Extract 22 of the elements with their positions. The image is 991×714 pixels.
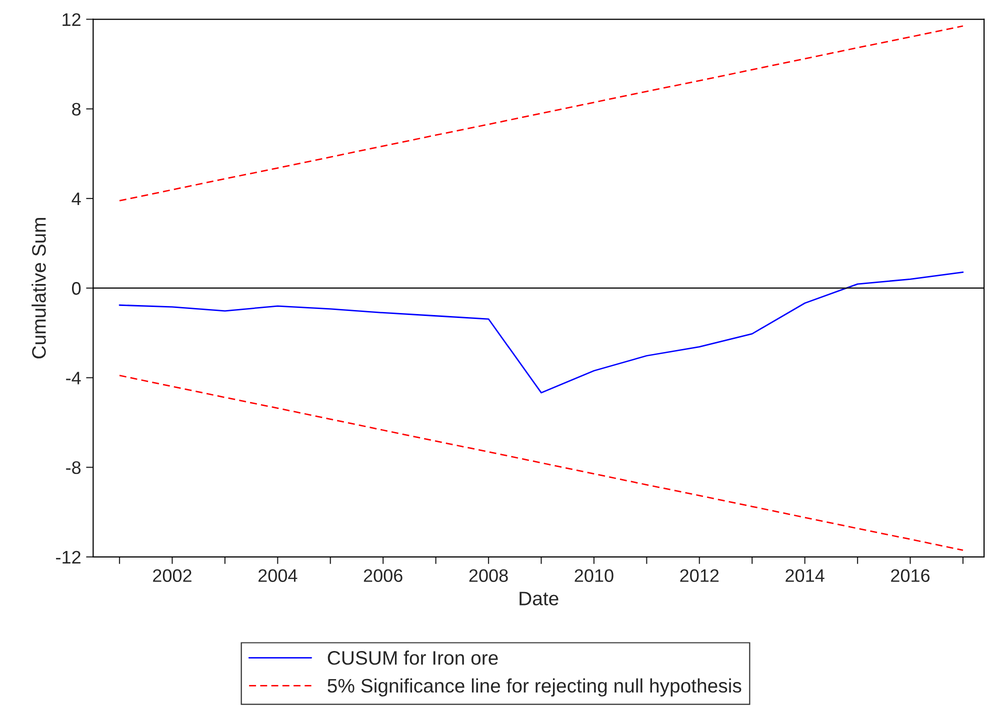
y-tick-label: 12: [62, 13, 80, 26]
x-tick-label: 2006: [364, 569, 402, 582]
x-axis-title: Date: [520, 592, 558, 606]
y-tick-label: 0: [72, 282, 81, 295]
x-tick-label: 2002: [153, 569, 192, 582]
y-tick-label: 8: [72, 102, 81, 116]
x-tick-label: 2004: [258, 569, 298, 582]
x-tick-label: 2008: [469, 569, 508, 582]
y-tick-label: -8: [66, 461, 81, 474]
line-series: [118, 272, 964, 394]
x-tick-label: 2014: [786, 569, 824, 582]
x-tick-label: 2012: [680, 569, 719, 582]
y-tick-label: -12: [56, 550, 80, 564]
y-tick-label: -4: [66, 372, 81, 384]
y-axis-title: Cumulative Sum: [32, 218, 46, 358]
legend-label: CUSUM for Iron ore: [328, 650, 498, 665]
legend-label: 5% Significance line for rejecting null hypothesis: [328, 678, 742, 696]
y-tick-label: 4: [72, 192, 81, 206]
x-tick-label: 2016: [891, 569, 930, 582]
x-tick-label: 2010: [574, 569, 614, 582]
line-series: [118, 374, 964, 551]
line-series: [118, 25, 964, 202]
